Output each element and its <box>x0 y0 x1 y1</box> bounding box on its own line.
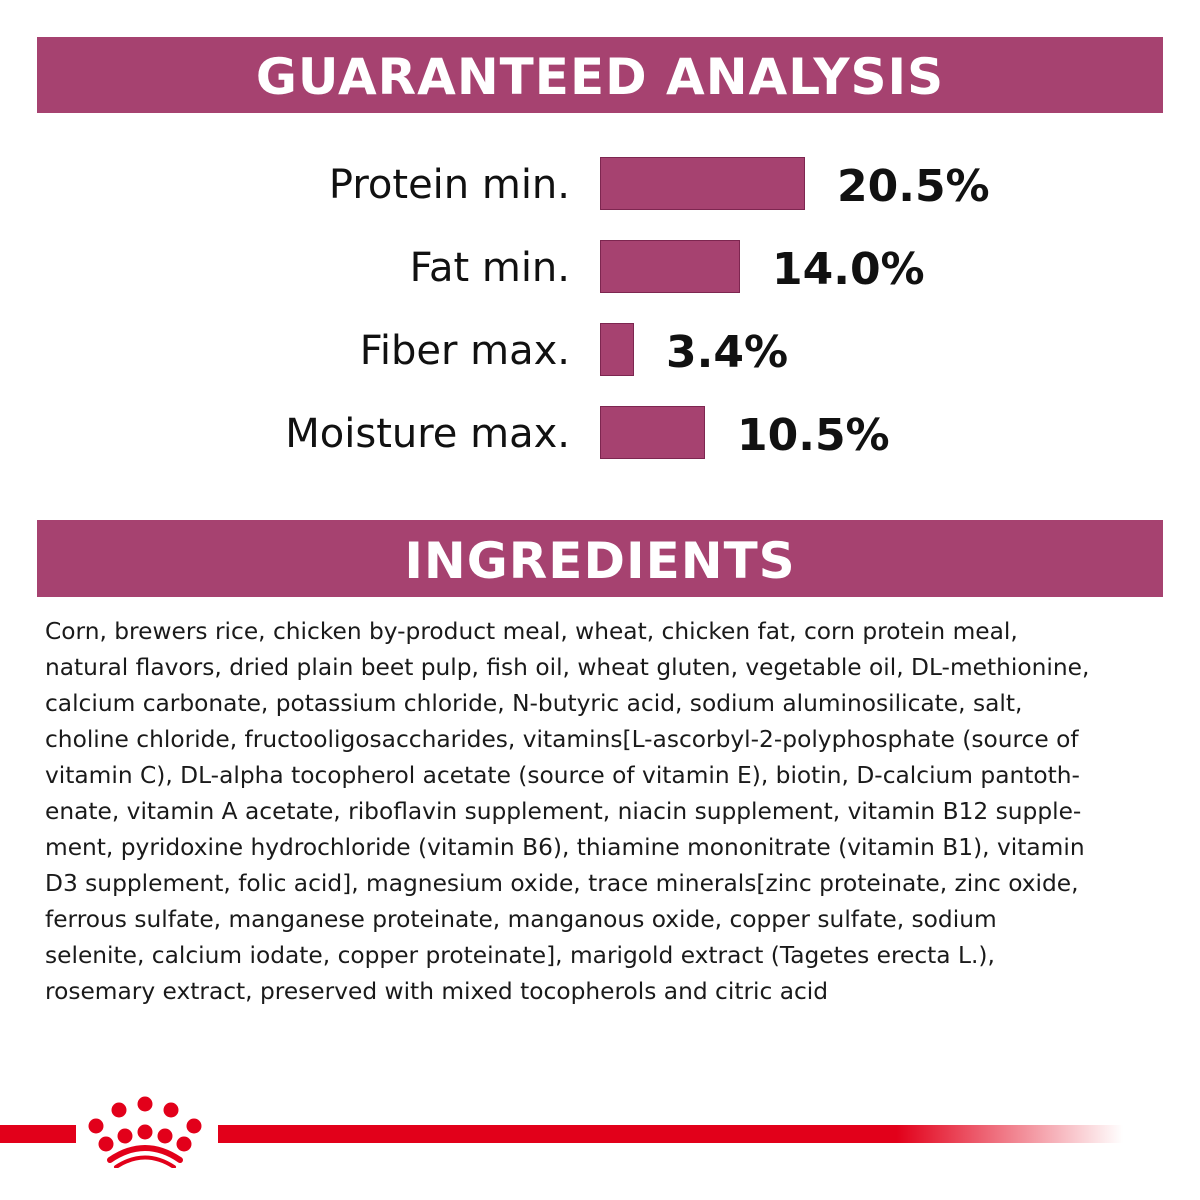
ingredients-line: vitamin C), DL-alpha tocopherol acetate … <box>45 762 1080 789</box>
ingredients-line: ment, pyridoxine hydrochloride (vitamin … <box>45 834 1085 861</box>
ingredients-line: choline chloride, fructooligosaccharides… <box>45 726 1079 753</box>
footer-red-line-right <box>218 1125 1123 1143</box>
analysis-label: Protein min. <box>328 162 570 208</box>
analysis-bar <box>600 157 805 210</box>
analysis-bar <box>600 406 705 459</box>
ingredients-line: enate, vitamin A acetate, riboflavin sup… <box>45 798 1082 825</box>
footer-red-line-left <box>0 1125 76 1143</box>
guaranteed-analysis-header: GUARANTEED ANALYSIS <box>37 37 1163 113</box>
ingredients-text: Corn, brewers rice, chicken by-product m… <box>45 614 1089 1010</box>
ingredients-line: rosemary extract, preserved with mixed t… <box>45 978 829 1005</box>
analysis-bar <box>600 240 740 293</box>
royal-canin-crown-icon <box>88 1096 202 1168</box>
ingredients-header: INGREDIENTS <box>37 520 1163 597</box>
analysis-row: Fat min. 14.0% <box>0 240 1200 295</box>
ingredients-line: selenite, calcium iodate, copper protein… <box>45 942 995 969</box>
analysis-row: Fiber max. 3.4% <box>0 323 1200 378</box>
analysis-value: 20.5% <box>837 161 990 212</box>
analysis-value: 10.5% <box>737 410 890 461</box>
ingredients-line: D3 supplement, folic acid], magnesium ox… <box>45 870 1079 897</box>
analysis-value: 14.0% <box>772 244 925 295</box>
analysis-value: 3.4% <box>666 327 789 378</box>
analysis-row: Moisture max. 10.5% <box>0 406 1200 461</box>
ingredients-line: natural flavors, dried plain beet pulp, … <box>45 654 1090 681</box>
analysis-label: Fat min. <box>409 245 570 291</box>
ingredients-line: Corn, brewers rice, chicken by-product m… <box>45 618 1018 645</box>
ingredients-line: calcium carbonate, potassium chloride, N… <box>45 690 1023 717</box>
analysis-label: Moisture max. <box>285 411 570 457</box>
ingredients-line: ferrous sulfate, manganese proteinate, m… <box>45 906 997 933</box>
analysis-row: Protein min. 20.5% <box>0 157 1200 212</box>
analysis-bar <box>600 323 634 376</box>
analysis-label: Fiber max. <box>359 328 570 374</box>
